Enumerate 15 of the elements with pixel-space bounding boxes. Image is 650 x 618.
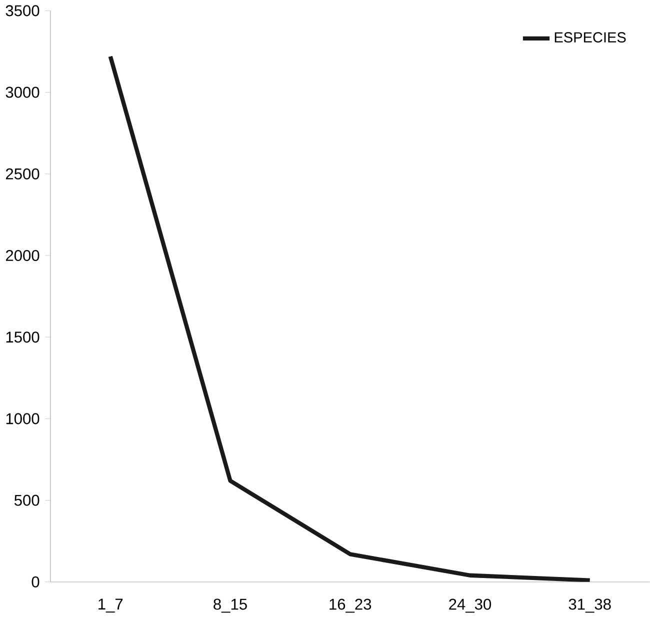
y-tick-label: 1500 bbox=[6, 332, 40, 343]
y-tick-label: 0 bbox=[32, 576, 40, 588]
line-series bbox=[108, 54, 592, 582]
y-tick-label: 2000 bbox=[6, 250, 40, 262]
x-tick-label: 16_23 bbox=[330, 598, 372, 613]
y-tick-label: 3000 bbox=[6, 86, 40, 98]
y-tick-label: 2500 bbox=[6, 168, 40, 180]
y-tick-label: 1000 bbox=[6, 413, 40, 424]
x-tick-label: 24_30 bbox=[449, 598, 492, 613]
x-tick-label: 8_15 bbox=[214, 598, 247, 613]
legend-label: ESPECIES bbox=[554, 32, 626, 43]
x-tick-label: 31_38 bbox=[568, 598, 611, 613]
y-tick-label: 3500 bbox=[6, 5, 40, 16]
x-tick-label: 1_7 bbox=[98, 598, 123, 613]
y-tick-label: 500 bbox=[14, 494, 40, 506]
